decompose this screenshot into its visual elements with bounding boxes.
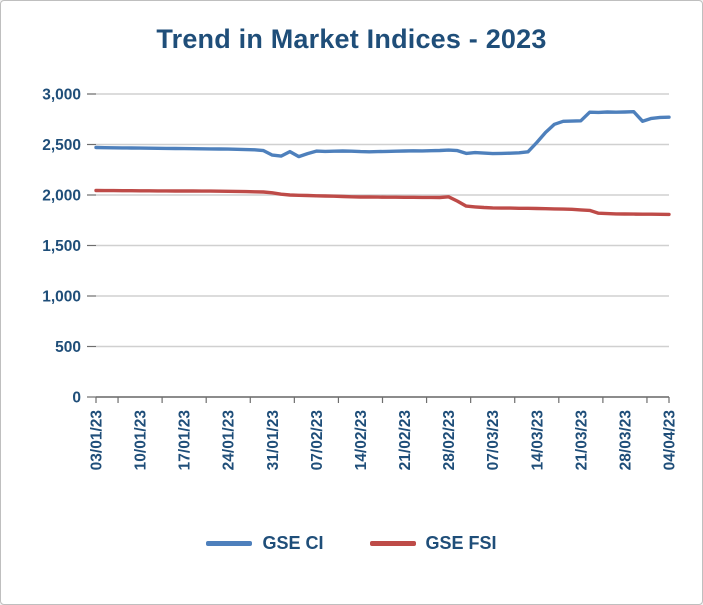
- svg-text:03/01/23: 03/01/23: [89, 410, 106, 471]
- svg-text:2,500: 2,500: [42, 137, 81, 154]
- legend-label-gse-fsi: GSE FSI: [425, 533, 497, 553]
- svg-text:07/02/23: 07/02/23: [309, 410, 326, 471]
- svg-text:21/02/23: 21/02/23: [397, 410, 414, 471]
- svg-text:10/01/23: 10/01/23: [133, 410, 150, 471]
- svg-text:04/04/23: 04/04/23: [662, 410, 679, 471]
- svg-text:1,500: 1,500: [42, 238, 81, 255]
- svg-text:24/01/23: 24/01/23: [221, 410, 238, 471]
- svg-text:28/02/23: 28/02/23: [441, 410, 458, 471]
- svg-text:28/03/23: 28/03/23: [617, 410, 634, 471]
- gse-fsi-line-swatch: [369, 541, 416, 546]
- svg-text:14/02/23: 14/02/23: [353, 410, 370, 471]
- svg-text:14/03/23: 14/03/23: [529, 410, 546, 471]
- svg-text:21/03/23: 21/03/23: [573, 410, 590, 471]
- legend-item-gse-ci: GSE CI: [206, 533, 324, 554]
- svg-text:3,000: 3,000: [42, 87, 81, 104]
- chart-title: Trend in Market Indices - 2023: [156, 24, 547, 54]
- svg-text:17/01/23: 17/01/23: [177, 410, 194, 471]
- chart-legend: GSE CI GSE FSI: [1, 533, 702, 554]
- svg-text:2,000: 2,000: [42, 188, 81, 205]
- gse-ci-line-swatch: [206, 541, 253, 546]
- svg-text:1,000: 1,000: [42, 289, 81, 306]
- chart-plot-area: 0 500 1,000 1,500 2,000 2,500 3,000 03/01/23 10/…: [42, 87, 679, 471]
- svg-text:07/03/23: 07/03/23: [485, 410, 502, 471]
- svg-text:31/01/23: 31/01/23: [265, 410, 282, 471]
- svg-text:0: 0: [72, 390, 81, 407]
- legend-label-gse-ci: GSE CI: [262, 533, 324, 553]
- svg-text:500: 500: [55, 339, 81, 356]
- legend-item-gse-fsi: GSE FSI: [369, 533, 497, 554]
